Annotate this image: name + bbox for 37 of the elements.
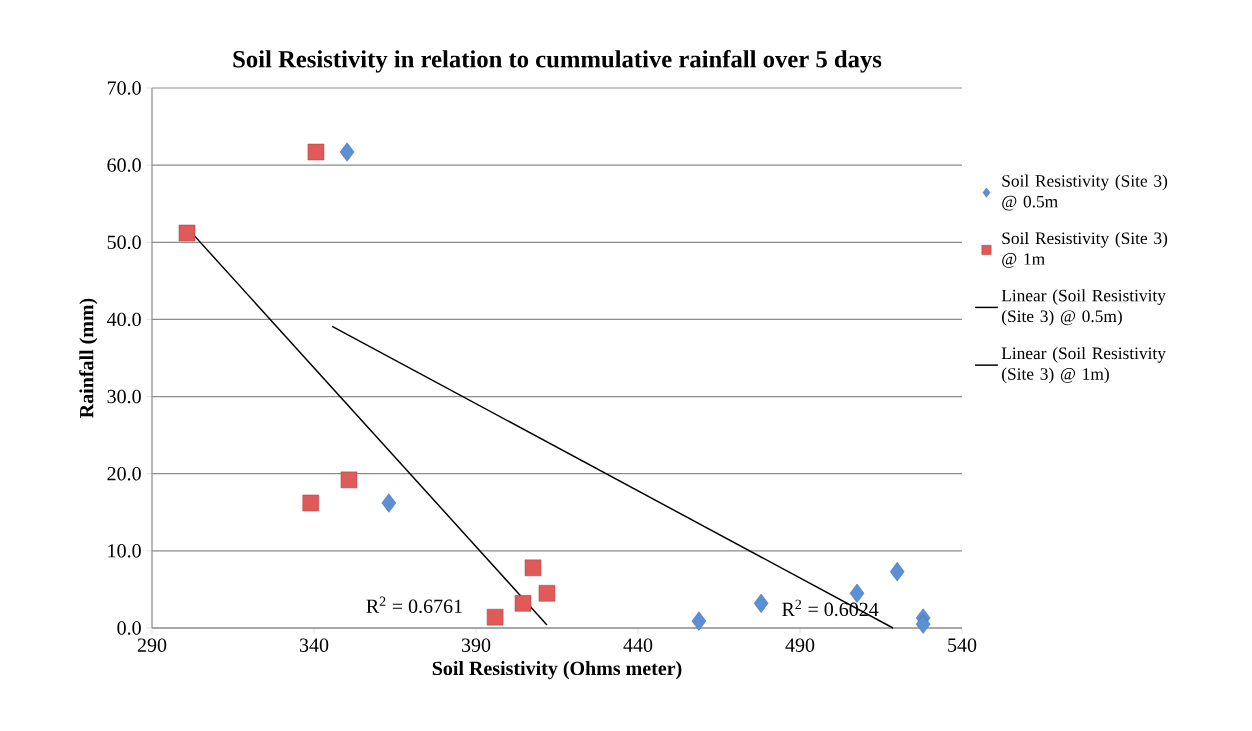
y-tick-label: 30.0 xyxy=(107,389,141,404)
x-tick-label: 440 xyxy=(623,638,653,653)
y-tick-label: 20.0 xyxy=(107,467,141,481)
y-tick-label: 10.0 xyxy=(108,544,141,558)
legend-label: Soil Resistivity (Site 3) @ 1m xyxy=(1002,232,1168,269)
y-tick-label: 70.0 xyxy=(107,81,141,95)
point xyxy=(340,471,358,489)
point xyxy=(514,595,532,612)
point xyxy=(849,583,865,604)
annotation: R$^{2}$ = 0.6761 xyxy=(366,596,462,614)
x-tick-label: 290 xyxy=(137,638,167,653)
point xyxy=(524,559,542,577)
point xyxy=(486,609,504,626)
y-tick-label: 0.0 xyxy=(117,621,141,635)
point xyxy=(178,224,196,242)
y-tick-label: 60.0 xyxy=(107,158,141,173)
point xyxy=(691,611,707,631)
chart-title: Soil Resistivity in relation to cummulative rainfall over 5 days xyxy=(233,50,882,73)
x-tick-label: 340 xyxy=(299,638,329,653)
point xyxy=(307,143,325,161)
point xyxy=(915,614,931,634)
x-tick-label: 490 xyxy=(785,638,815,653)
legend-label: Linear (Soil Resistivity (Site 3) @ 0.5m) xyxy=(1001,289,1166,326)
y-tick-label: 50.0 xyxy=(107,235,141,250)
x-axis-title: Soil Resistivity (Ohms meter) xyxy=(432,661,682,680)
point xyxy=(889,562,905,582)
y-axis-title: Rainfall (mm) xyxy=(79,298,98,419)
point xyxy=(339,142,355,162)
y-tick-label: 40.0 xyxy=(107,312,141,327)
x-tick-label: 390 xyxy=(461,638,491,653)
legend-label: Soil Resistivity (Site 3) @ 0.5m xyxy=(1002,174,1168,211)
x-tick-label: 540 xyxy=(948,638,977,653)
point xyxy=(381,493,397,513)
legend-label: Linear (Soil Resistivity (Site 3) @ 1m) xyxy=(1001,347,1166,384)
point xyxy=(753,593,769,614)
point xyxy=(538,585,556,602)
point xyxy=(302,494,320,512)
